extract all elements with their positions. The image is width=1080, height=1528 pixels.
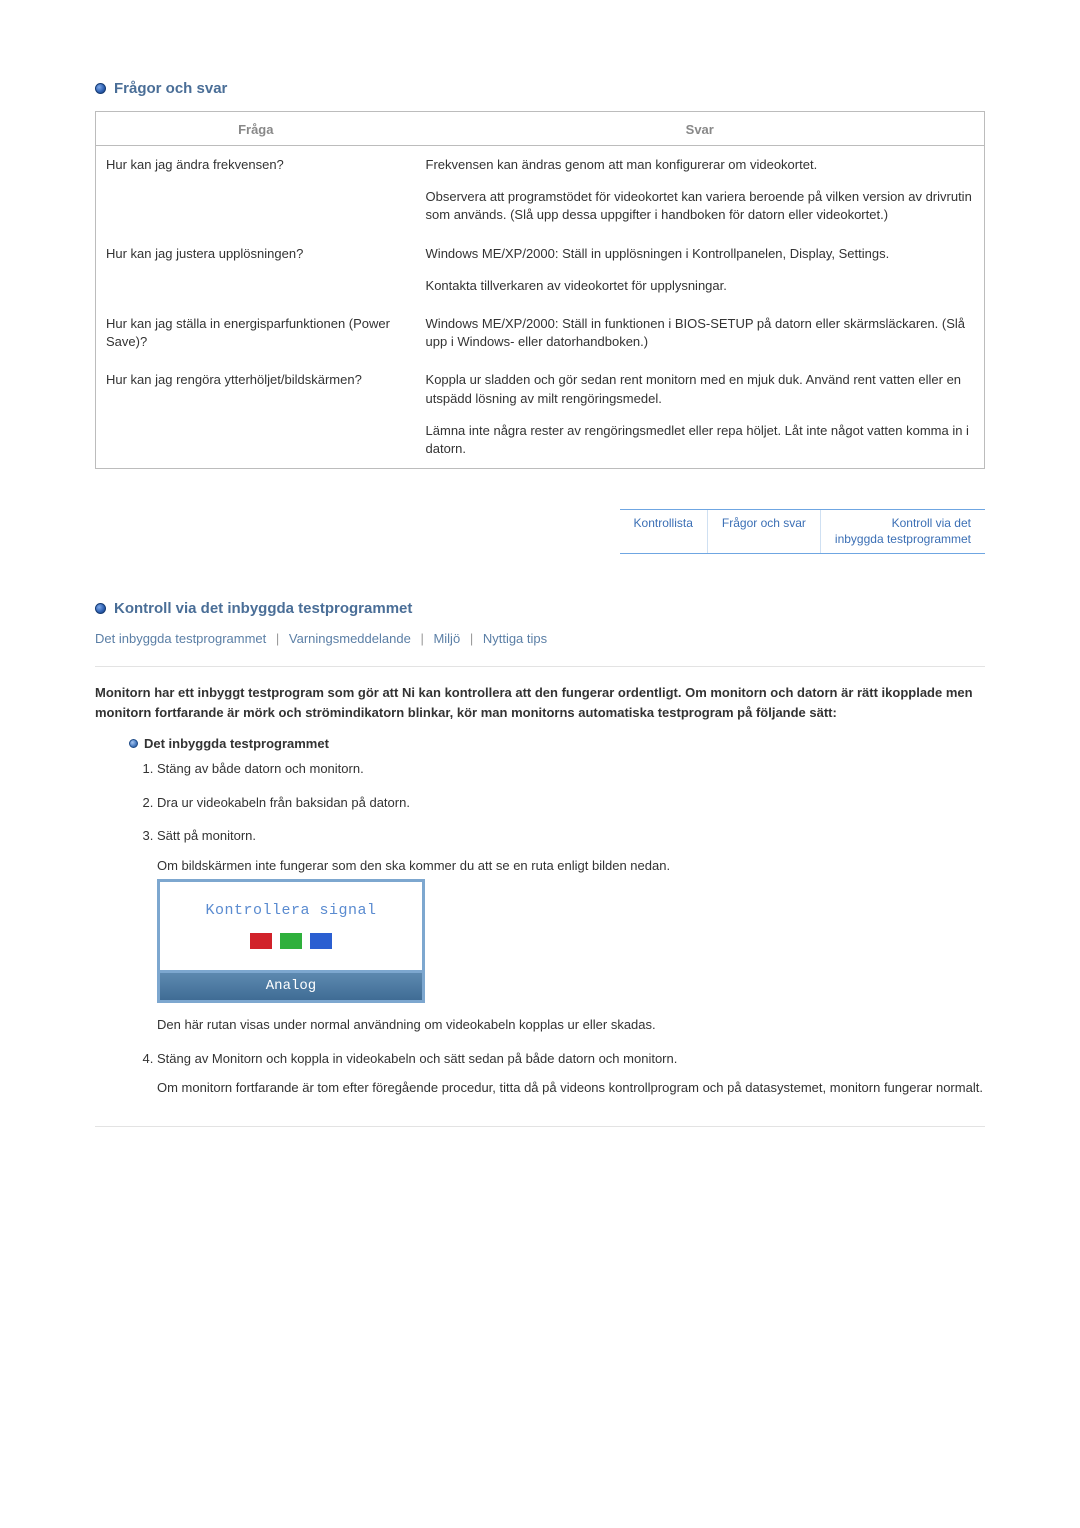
tab-fragor[interactable]: Frågor och svar [707, 510, 820, 553]
qa-col-question: Fråga [96, 112, 416, 146]
blue-square-icon [310, 933, 332, 949]
qa-answer: Windows ME/XP/2000: Ställ in funktionen … [416, 305, 985, 361]
intro-text: Monitorn har ett inbyggt testprogram som… [95, 683, 985, 722]
tab-kontroll-via[interactable]: Kontroll via det inbyggda testprogrammet [820, 510, 985, 553]
qa-question: Hur kan jag ställa in energisparfunktion… [96, 305, 416, 361]
table-row: Hur kan jag rengöra ytterhöljet/bildskär… [96, 361, 985, 468]
step-item: Sätt på monitorn. Om bildskärmen inte fu… [157, 826, 985, 1035]
qa-question: Hur kan jag justera upplösningen? [96, 235, 416, 305]
bullet-small-icon [129, 739, 138, 748]
section-title-qa: Frågor och svar [114, 80, 227, 97]
signal-check-box: Kontrollera signal Analog [157, 879, 425, 1003]
step-item: Stäng av både datorn och monitorn. [157, 759, 985, 779]
green-square-icon [280, 933, 302, 949]
step-item: Dra ur videokabeln från baksidan på dato… [157, 793, 985, 813]
qa-question: Hur kan jag rengöra ytterhöljet/bildskär… [96, 361, 416, 468]
qa-answer: Windows ME/XP/2000: Ställ in upplösninge… [416, 235, 985, 305]
analog-bar: Analog [157, 973, 425, 1003]
qa-col-answer: Svar [416, 112, 985, 146]
red-square-icon [250, 933, 272, 949]
signal-text: Kontrollera signal [160, 900, 422, 923]
anchor-varning[interactable]: Varningsmeddelande [289, 631, 411, 646]
bullet-icon [95, 83, 106, 94]
table-row: Hur kan jag ställa in energisparfunktion… [96, 305, 985, 361]
rgb-squares-icon [250, 933, 332, 949]
qa-answer: Koppla ur sladden och gör sedan rent mon… [416, 361, 985, 468]
anchor-nyttiga[interactable]: Nyttiga tips [483, 631, 547, 646]
qa-table: Fråga Svar Hur kan jag ändra frekvensen?… [95, 111, 985, 469]
step-item: Stäng av Monitorn och koppla in videokab… [157, 1049, 985, 1098]
bullet-icon [95, 603, 106, 614]
anchor-miljo[interactable]: Miljö [433, 631, 460, 646]
section-title-test: Kontroll via det inbyggda testprogrammet [114, 600, 412, 617]
qa-answer: Frekvensen kan ändras genom att man konf… [416, 146, 985, 235]
tab-kontrollista[interactable]: Kontrollista [620, 510, 707, 553]
divider [95, 666, 985, 667]
table-row: Hur kan jag ändra frekvensen? Frekvensen… [96, 146, 985, 235]
anchor-links: Det inbyggda testprogrammet | Varningsme… [95, 631, 985, 646]
anchor-testprogram[interactable]: Det inbyggda testprogrammet [95, 631, 266, 646]
qa-question: Hur kan jag ändra frekvensen? [96, 146, 416, 235]
steps-list: Stäng av både datorn och monitorn. Dra u… [135, 759, 985, 1098]
sub-section-title: Det inbyggda testprogrammet [144, 736, 329, 751]
section-tabs: Kontrollista Frågor och svar Kontroll vi… [620, 509, 985, 554]
table-row: Hur kan jag justera upplösningen? Window… [96, 235, 985, 305]
divider [95, 1126, 985, 1127]
